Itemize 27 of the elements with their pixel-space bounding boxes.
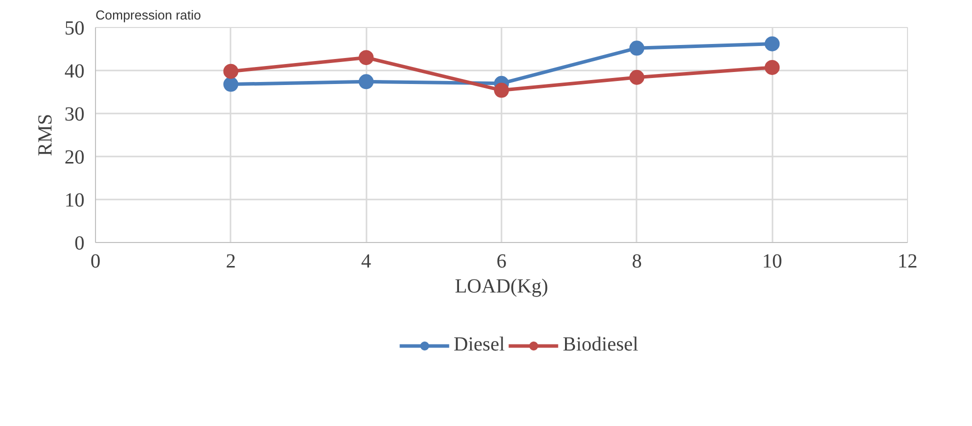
point — [494, 82, 509, 98]
point — [764, 36, 780, 52]
y-tick-label: 10 — [64, 190, 84, 212]
y-axis-title: RMS — [34, 114, 56, 156]
x-tick-label: 4 — [361, 250, 372, 272]
chart-title: Compression ratio — [96, 8, 201, 22]
point — [223, 76, 238, 92]
x-tick-label: 0 — [90, 250, 100, 272]
x-tick-label: 2 — [226, 250, 236, 272]
x-tick-label: 6 — [496, 250, 506, 272]
point — [358, 74, 374, 90]
y-tick-label: 0 — [74, 232, 84, 254]
y-tick-label: 30 — [64, 104, 84, 126]
x-tick-label: 10 — [762, 250, 782, 272]
point — [629, 70, 644, 85]
point — [764, 60, 780, 75]
point — [358, 50, 374, 66]
y-tick-label: 40 — [64, 60, 84, 82]
legend-label: Biodiesel — [562, 334, 638, 356]
point — [629, 40, 644, 56]
y-tick-label: 20 — [64, 146, 84, 168]
x-tick-label: 8 — [632, 250, 642, 272]
x-axis-title: LOAD(Kg) — [454, 276, 548, 298]
x-tick-label: 12 — [898, 250, 918, 272]
point — [223, 64, 238, 79]
legend-label: Diesel — [454, 334, 505, 356]
y-tick-label: 50 — [64, 18, 84, 40]
